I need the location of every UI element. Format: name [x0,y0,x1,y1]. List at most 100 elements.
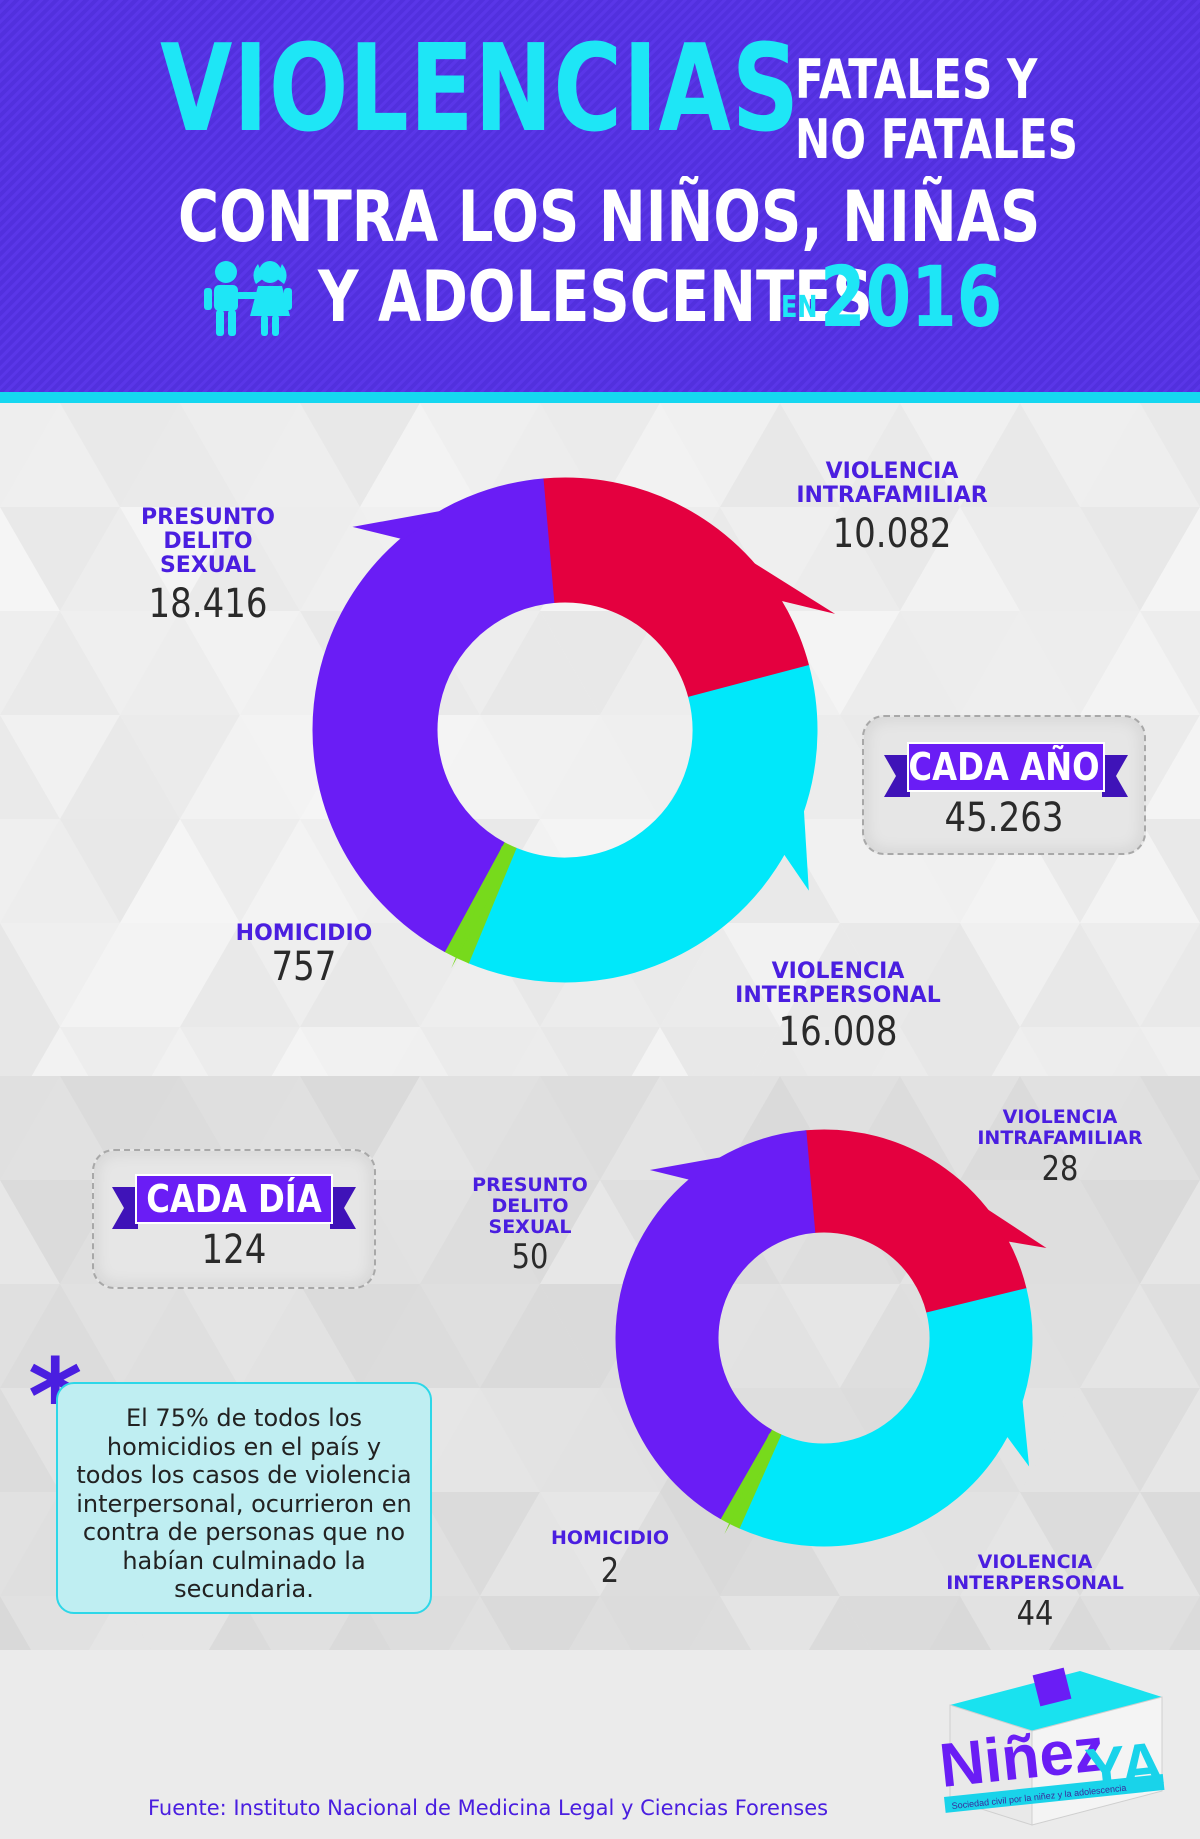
pattern-triangle [60,1027,180,1076]
children-icon [204,261,292,336]
pointer-interpersonal [782,804,809,891]
pointer-homicidio [724,1433,780,1535]
pattern-triangle [840,923,960,1027]
pattern-triangle [60,923,180,1027]
pointer-presunto [352,509,447,540]
pattern-triangle [1020,1492,1140,1596]
pattern-triangle [631,1027,689,1076]
label-line: VIOLENCIA [977,1551,1093,1573]
pattern-triangle [120,1284,240,1388]
pattern-triangle [208,1596,272,1650]
title-side-line-2: NO FATALES [795,108,1078,171]
daily-value-interpersonal: 44 [1016,1594,1054,1634]
pattern-triangle [60,1076,180,1180]
pattern-triangle [600,1596,720,1650]
slice-intrafamiliar [805,1129,1027,1314]
pattern-triangle [1080,1492,1200,1596]
pattern-triangle [391,1027,449,1076]
daily-value-presunto: 50 [511,1237,549,1277]
pattern-triangle [1080,611,1200,715]
pattern-triangle [900,1492,1020,1596]
pattern-triangle [360,1076,480,1180]
pattern-triangle [1020,1284,1140,1388]
pattern-triangle [360,1284,480,1388]
pattern-triangle [568,1596,632,1650]
label-line: VIOLENCIA [1002,1106,1118,1128]
pattern-triangle [1140,715,1200,819]
pattern-triangle [300,403,420,507]
label-line: VIOLENCIA [771,959,905,984]
pattern-triangle [31,1027,89,1076]
pattern-triangle [1080,507,1200,611]
daily-total-label: CADA DÍA [146,1177,322,1221]
header-stripe [0,392,1200,403]
annual-label-intrafamiliar: VIOLENCIA INTRAFAMILIAR [772,460,1012,508]
pattern-triangle [808,1596,872,1650]
daily-donut-chart [615,1129,1047,1547]
pattern-triangle [240,1284,360,1388]
pattern-triangle [60,715,180,819]
slice-presunto [312,478,555,953]
annual-donut-chart [312,477,836,983]
pattern-triangle [480,1076,600,1180]
pattern-triangle [1140,819,1200,923]
pattern-triangle [1140,1492,1200,1596]
pattern-triangle [88,1596,152,1650]
pattern-triangle [1080,1284,1200,1388]
ribbon-banner [884,742,1128,797]
daily-label-presunto: PRESUNTO DELITO SEXUAL [450,1175,610,1238]
pattern-triangle [960,611,1080,715]
pattern-triangle [1020,923,1140,1027]
annual-value-intrafamiliar: 10.082 [832,511,952,557]
pattern-triangle [271,1027,329,1076]
label-line: INTRAFAMILIAR [796,483,988,508]
pattern-triangle [928,1596,992,1650]
label-line: SEXUAL [159,553,257,578]
daily-total-box: CADA DÍA 124 [92,1149,376,1289]
pattern-triangle [780,1027,900,1076]
pattern-triangle [1020,403,1140,507]
pattern-triangle [840,611,960,715]
pointer-intrafamiliar [981,1205,1047,1248]
pattern-triangle [840,403,960,507]
daily-value-intrafamiliar: 28 [1041,1149,1079,1189]
pattern-triangle [480,1596,600,1650]
pointer-interpersonal [1005,1394,1030,1467]
pattern-triangle [540,1027,660,1076]
pattern-triangle [991,1027,1049,1076]
pattern-triangle [1020,507,1140,611]
pattern-triangle [871,1027,929,1076]
pattern-triangle [360,403,480,507]
pattern-triangle [0,1027,60,1076]
pattern-triangle [328,1596,392,1650]
pattern-triangle [1111,1027,1169,1076]
title-line-3: Y ADOLESCENTES [318,256,873,338]
pattern-triangle [840,1492,960,1596]
pattern-triangle [120,403,240,507]
title-side-line-1: FATALES Y [795,48,1038,111]
annual-total-value: 45.263 [944,795,1064,841]
pattern-triangle [600,403,720,507]
pattern-triangle [120,715,240,819]
pattern-triangle [1020,611,1140,715]
pattern-triangle [0,611,120,715]
pattern-triangle [720,507,840,611]
daily-label-interpersonal: VIOLENCIA INTERPERSONAL [935,1552,1135,1594]
annual-label-homicidio: HOMICIDIO [214,922,394,946]
label-line: PRESUNTO [141,505,275,530]
pattern-triangle [600,1492,720,1596]
label-line: VIOLENCIA [825,459,959,484]
daily-label-homicidio: HOMICIDIO [530,1528,690,1549]
pattern-triangle [840,819,960,923]
pattern-triangle [120,923,240,1027]
pattern-triangle [780,403,900,507]
pattern-triangle [300,923,420,1027]
label-line: INTERPERSONAL [735,983,941,1008]
label-line: DELITO [163,529,253,554]
label-line: PRESUNTO [472,1174,588,1196]
pattern-triangle [960,507,1080,611]
pattern-triangle [540,1076,660,1180]
pattern-triangle [480,1180,600,1284]
pattern-triangle [540,1492,660,1596]
pattern-triangle [180,403,300,507]
